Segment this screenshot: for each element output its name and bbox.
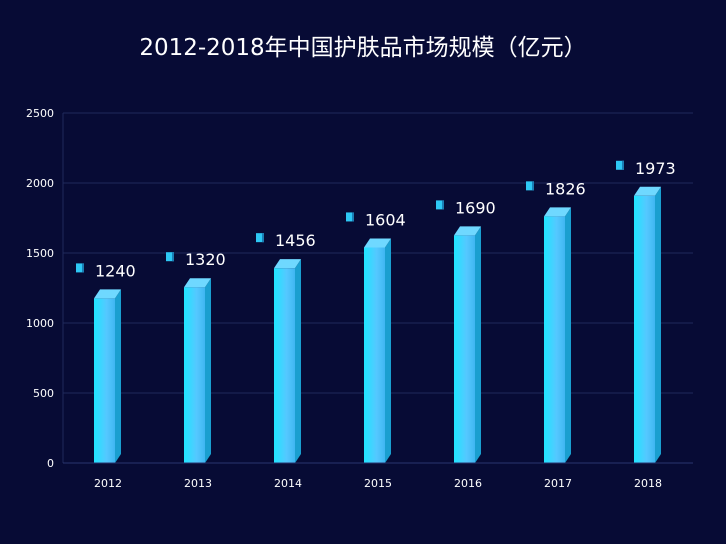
label-cube-icon-side	[262, 233, 264, 243]
label-cube-icon-side	[622, 160, 624, 170]
y-tick-label: 0	[47, 457, 54, 470]
label-cube-icon	[256, 233, 264, 243]
x-tick-label: 2012	[94, 477, 122, 490]
data-label: 1826	[545, 179, 586, 198]
y-tick-label: 1500	[26, 247, 54, 260]
y-tick-label: 1000	[26, 317, 54, 330]
bar-front	[184, 287, 205, 463]
bar-top	[94, 289, 121, 299]
bar-front	[454, 235, 475, 463]
label-cube-icon-side	[352, 212, 354, 222]
y-tick-label: 2000	[26, 177, 54, 190]
y-tick-label: 500	[33, 387, 54, 400]
bar-side	[655, 186, 661, 463]
data-label: 1320	[185, 250, 226, 269]
data-label: 1973	[635, 159, 676, 178]
bar-front	[634, 195, 655, 463]
x-tick-label: 2016	[454, 477, 482, 490]
label-cube-icon	[526, 181, 534, 191]
label-cube-icon	[346, 212, 354, 222]
data-label: 1604	[365, 210, 406, 229]
bar-side	[205, 278, 211, 463]
data-label: 1690	[455, 198, 496, 217]
bar-top	[274, 259, 301, 269]
bar-side	[385, 238, 391, 463]
bar-front	[544, 216, 565, 463]
x-tick-label: 2017	[544, 477, 572, 490]
bar-top	[634, 186, 661, 196]
label-cube-icon	[436, 200, 444, 210]
label-cube-icon-side	[172, 252, 174, 262]
x-tick-label: 2013	[184, 477, 212, 490]
bar-top	[364, 238, 391, 248]
y-tick-label: 2500	[26, 107, 54, 120]
x-tick-label: 2015	[364, 477, 392, 490]
data-label: 1456	[275, 231, 316, 250]
label-cube-icon-side	[442, 200, 444, 210]
bar-side	[475, 226, 481, 463]
x-tick-label: 2018	[634, 477, 662, 490]
bar-front	[274, 268, 295, 463]
bar-front	[94, 298, 115, 463]
bar-top	[184, 278, 211, 288]
bar-top	[544, 207, 571, 217]
label-cube-icon	[166, 252, 174, 262]
label-cube-icon-side	[532, 181, 534, 191]
label-cube-icon-side	[82, 263, 84, 273]
bar-side	[295, 259, 301, 463]
chart-title: 2012-2018年中国护肤品市场规模（亿元）	[139, 35, 587, 61]
label-cube-icon	[616, 160, 624, 170]
bar-side	[115, 289, 121, 463]
label-cube-icon	[76, 263, 84, 273]
data-label: 1240	[95, 261, 136, 280]
bar-front	[364, 247, 385, 463]
bar-top	[454, 226, 481, 236]
x-tick-label: 2014	[274, 477, 302, 490]
bar-side	[565, 207, 571, 463]
